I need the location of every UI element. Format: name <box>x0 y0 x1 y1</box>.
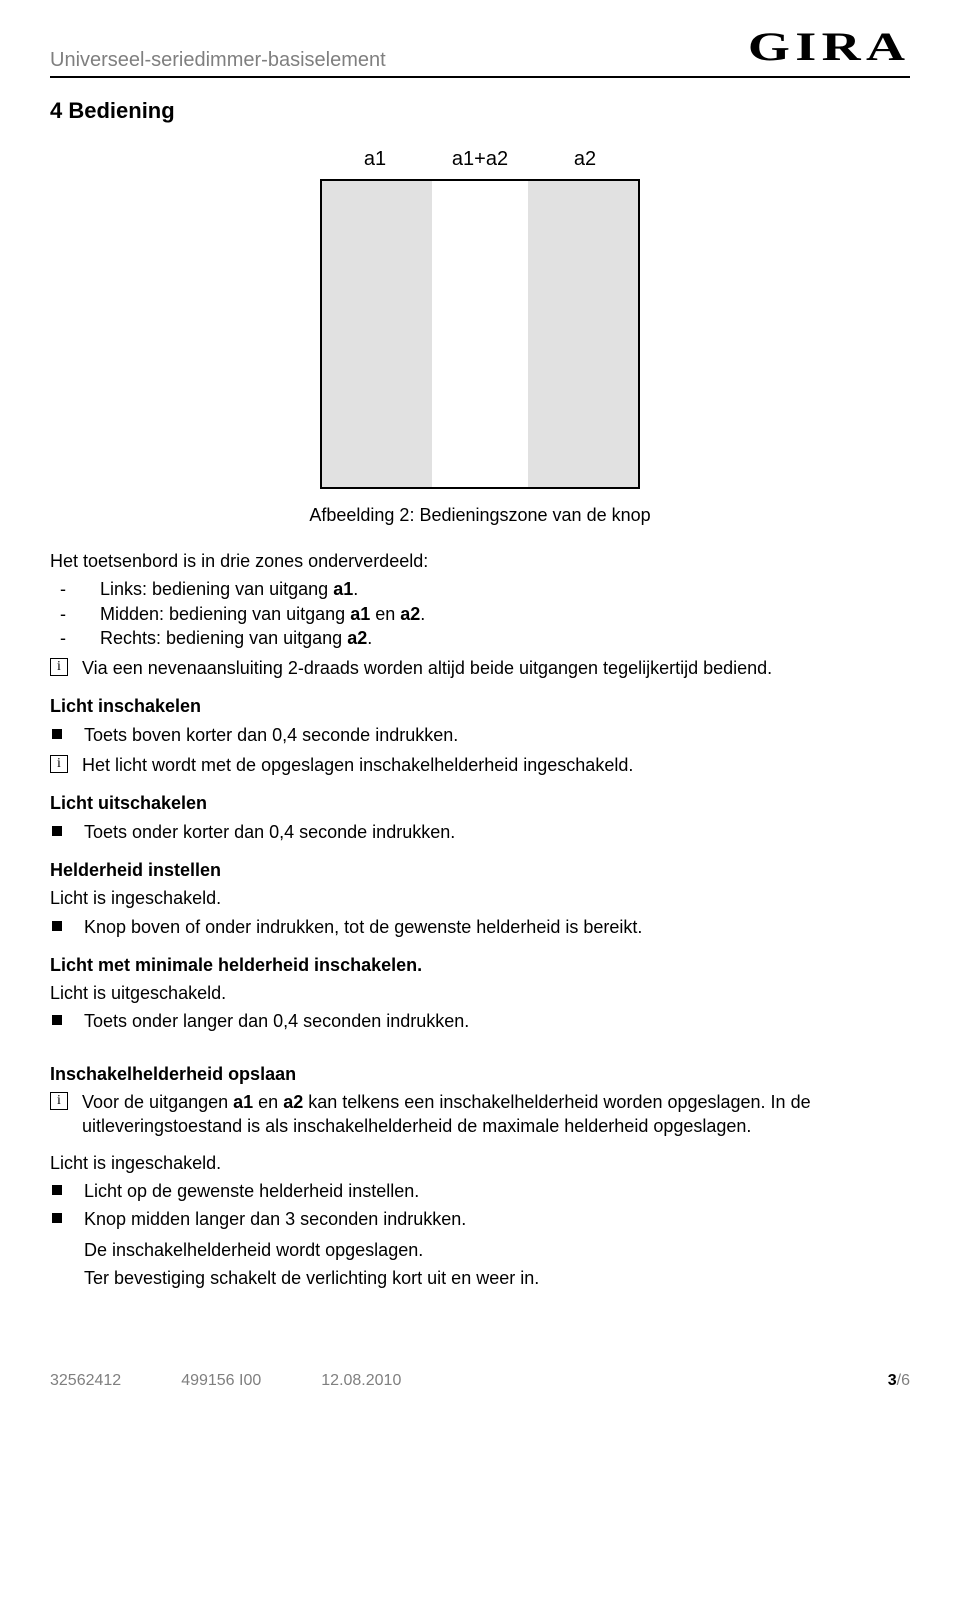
txt-bold: a1 <box>233 1092 253 1112</box>
dash-text: Rechts: bediening van uitgang a2. <box>100 626 910 650</box>
page-current: 3 <box>888 1372 897 1389</box>
txt-bold: a1 <box>333 579 353 599</box>
section-heading: 4 Bediening <box>50 96 910 126</box>
txt: Midden: bediening van uitgang <box>100 604 350 624</box>
txt: Links: bediening van uitgang <box>100 579 333 599</box>
bullet-list: Toets onder korter dan 0,4 seconde indru… <box>50 820 910 844</box>
footer-page: 3/6 <box>888 1370 910 1392</box>
bullet-list: Toets onder langer dan 0,4 seconden indr… <box>50 1009 910 1033</box>
pre-text: Licht is uitgeschakeld. <box>50 981 910 1005</box>
info-icon: i <box>50 658 68 676</box>
subheading-licht-uitschakelen: Licht uitschakelen <box>50 791 910 815</box>
info-note: i Voor de uitgangen a1 en a2 kan telkens… <box>50 1090 910 1139</box>
info-note: i Het licht wordt met de opgeslagen insc… <box>50 753 910 777</box>
subheading-licht-inschakelen: Licht inschakelen <box>50 694 910 718</box>
bullet-item: Knop midden langer dan 3 seconden indruk… <box>50 1207 910 1231</box>
figure-label-a2: a2 <box>530 146 640 173</box>
figure-zone-a2 <box>528 181 638 487</box>
bullet-item: Toets onder korter dan 0,4 seconde indru… <box>50 820 910 844</box>
dash-item: - Links: bediening van uitgang a1. <box>50 577 910 601</box>
footer-code1: 32562412 <box>50 1370 121 1392</box>
txt: . <box>353 579 358 599</box>
document-title: Universeel-seriedimmer-basiselement <box>50 47 386 74</box>
page-total: /6 <box>897 1372 910 1389</box>
result-text: Ter bevestiging schakelt de verlichting … <box>50 1266 910 1290</box>
dash-marker: - <box>50 602 100 626</box>
intro-lead: Het toetsenbord is in drie zones onderve… <box>50 549 910 573</box>
dash-marker: - <box>50 626 100 650</box>
footer-code2: 499156 I00 <box>181 1370 261 1392</box>
page-footer: 32562412 499156 I00 12.08.2010 3/6 <box>50 1370 910 1392</box>
figure-labels: a1 a1+a2 a2 <box>50 146 910 173</box>
info-text: Het licht wordt met de opgeslagen inscha… <box>82 753 910 777</box>
figure-caption: Afbeelding 2: Bedieningszone van de knop <box>50 503 910 527</box>
intro-dash-list: - Links: bediening van uitgang a1. - Mid… <box>50 577 910 650</box>
info-icon: i <box>50 1092 68 1110</box>
bullet-item: Knop boven of onder indrukken, tot de ge… <box>50 915 910 939</box>
pre-text: Licht is ingeschakeld. <box>50 886 910 910</box>
figure-label-mid: a1+a2 <box>430 146 530 173</box>
figure-zone-a1 <box>322 181 432 487</box>
page-header: Universeel-seriedimmer-basiselement GIRA <box>50 20 910 78</box>
bullet-list: Knop boven of onder indrukken, tot de ge… <box>50 915 910 939</box>
txt: . <box>367 628 372 648</box>
dash-marker: - <box>50 577 100 601</box>
dash-item: - Midden: bediening van uitgang a1 en a2… <box>50 602 910 626</box>
bullet-list: Licht op de gewenste helderheid instelle… <box>50 1179 910 1232</box>
brand-logo: GIRA <box>747 20 910 74</box>
txt: en <box>370 604 400 624</box>
info-icon: i <box>50 755 68 773</box>
result-text: De inschakelhelderheid wordt opgeslagen. <box>50 1238 910 1262</box>
pre-text: Licht is ingeschakeld. <box>50 1151 910 1175</box>
txt-bold: a2 <box>400 604 420 624</box>
txt-bold: a2 <box>347 628 367 648</box>
bullet-item: Licht op de gewenste helderheid instelle… <box>50 1179 910 1203</box>
subheading-helderheid: Helderheid instellen <box>50 858 910 882</box>
bullet-item: Toets onder langer dan 0,4 seconden indr… <box>50 1009 910 1033</box>
figure: a1 a1+a2 a2 Afbeelding 2: Bedieningszone… <box>50 146 910 527</box>
txt-bold: a1 <box>350 604 370 624</box>
subheading-minimaal: Licht met minimale helderheid inschakele… <box>50 953 910 977</box>
bullet-item: Toets boven korter dan 0,4 seconde indru… <box>50 723 910 747</box>
footer-date: 12.08.2010 <box>321 1370 401 1392</box>
info-text: Via een nevenaansluiting 2-draads worden… <box>82 656 910 680</box>
txt: . <box>420 604 425 624</box>
txt: Voor de uitgangen <box>82 1092 233 1112</box>
txt: Rechts: bediening van uitgang <box>100 628 347 648</box>
txt: en <box>253 1092 283 1112</box>
dash-text: Links: bediening van uitgang a1. <box>100 577 910 601</box>
bullet-list: Toets boven korter dan 0,4 seconde indru… <box>50 723 910 747</box>
dash-text: Midden: bediening van uitgang a1 en a2. <box>100 602 910 626</box>
info-text: Voor de uitgangen a1 en a2 kan telkens e… <box>82 1090 910 1139</box>
txt-bold: a2 <box>283 1092 303 1112</box>
figure-box <box>320 179 640 489</box>
dash-item: - Rechts: bediening van uitgang a2. <box>50 626 910 650</box>
figure-label-a1: a1 <box>320 146 430 173</box>
info-note: i Via een nevenaansluiting 2-draads word… <box>50 656 910 680</box>
figure-zone-mid <box>432 181 528 487</box>
subheading-opslaan: Inschakelhelderheid opslaan <box>50 1062 910 1086</box>
